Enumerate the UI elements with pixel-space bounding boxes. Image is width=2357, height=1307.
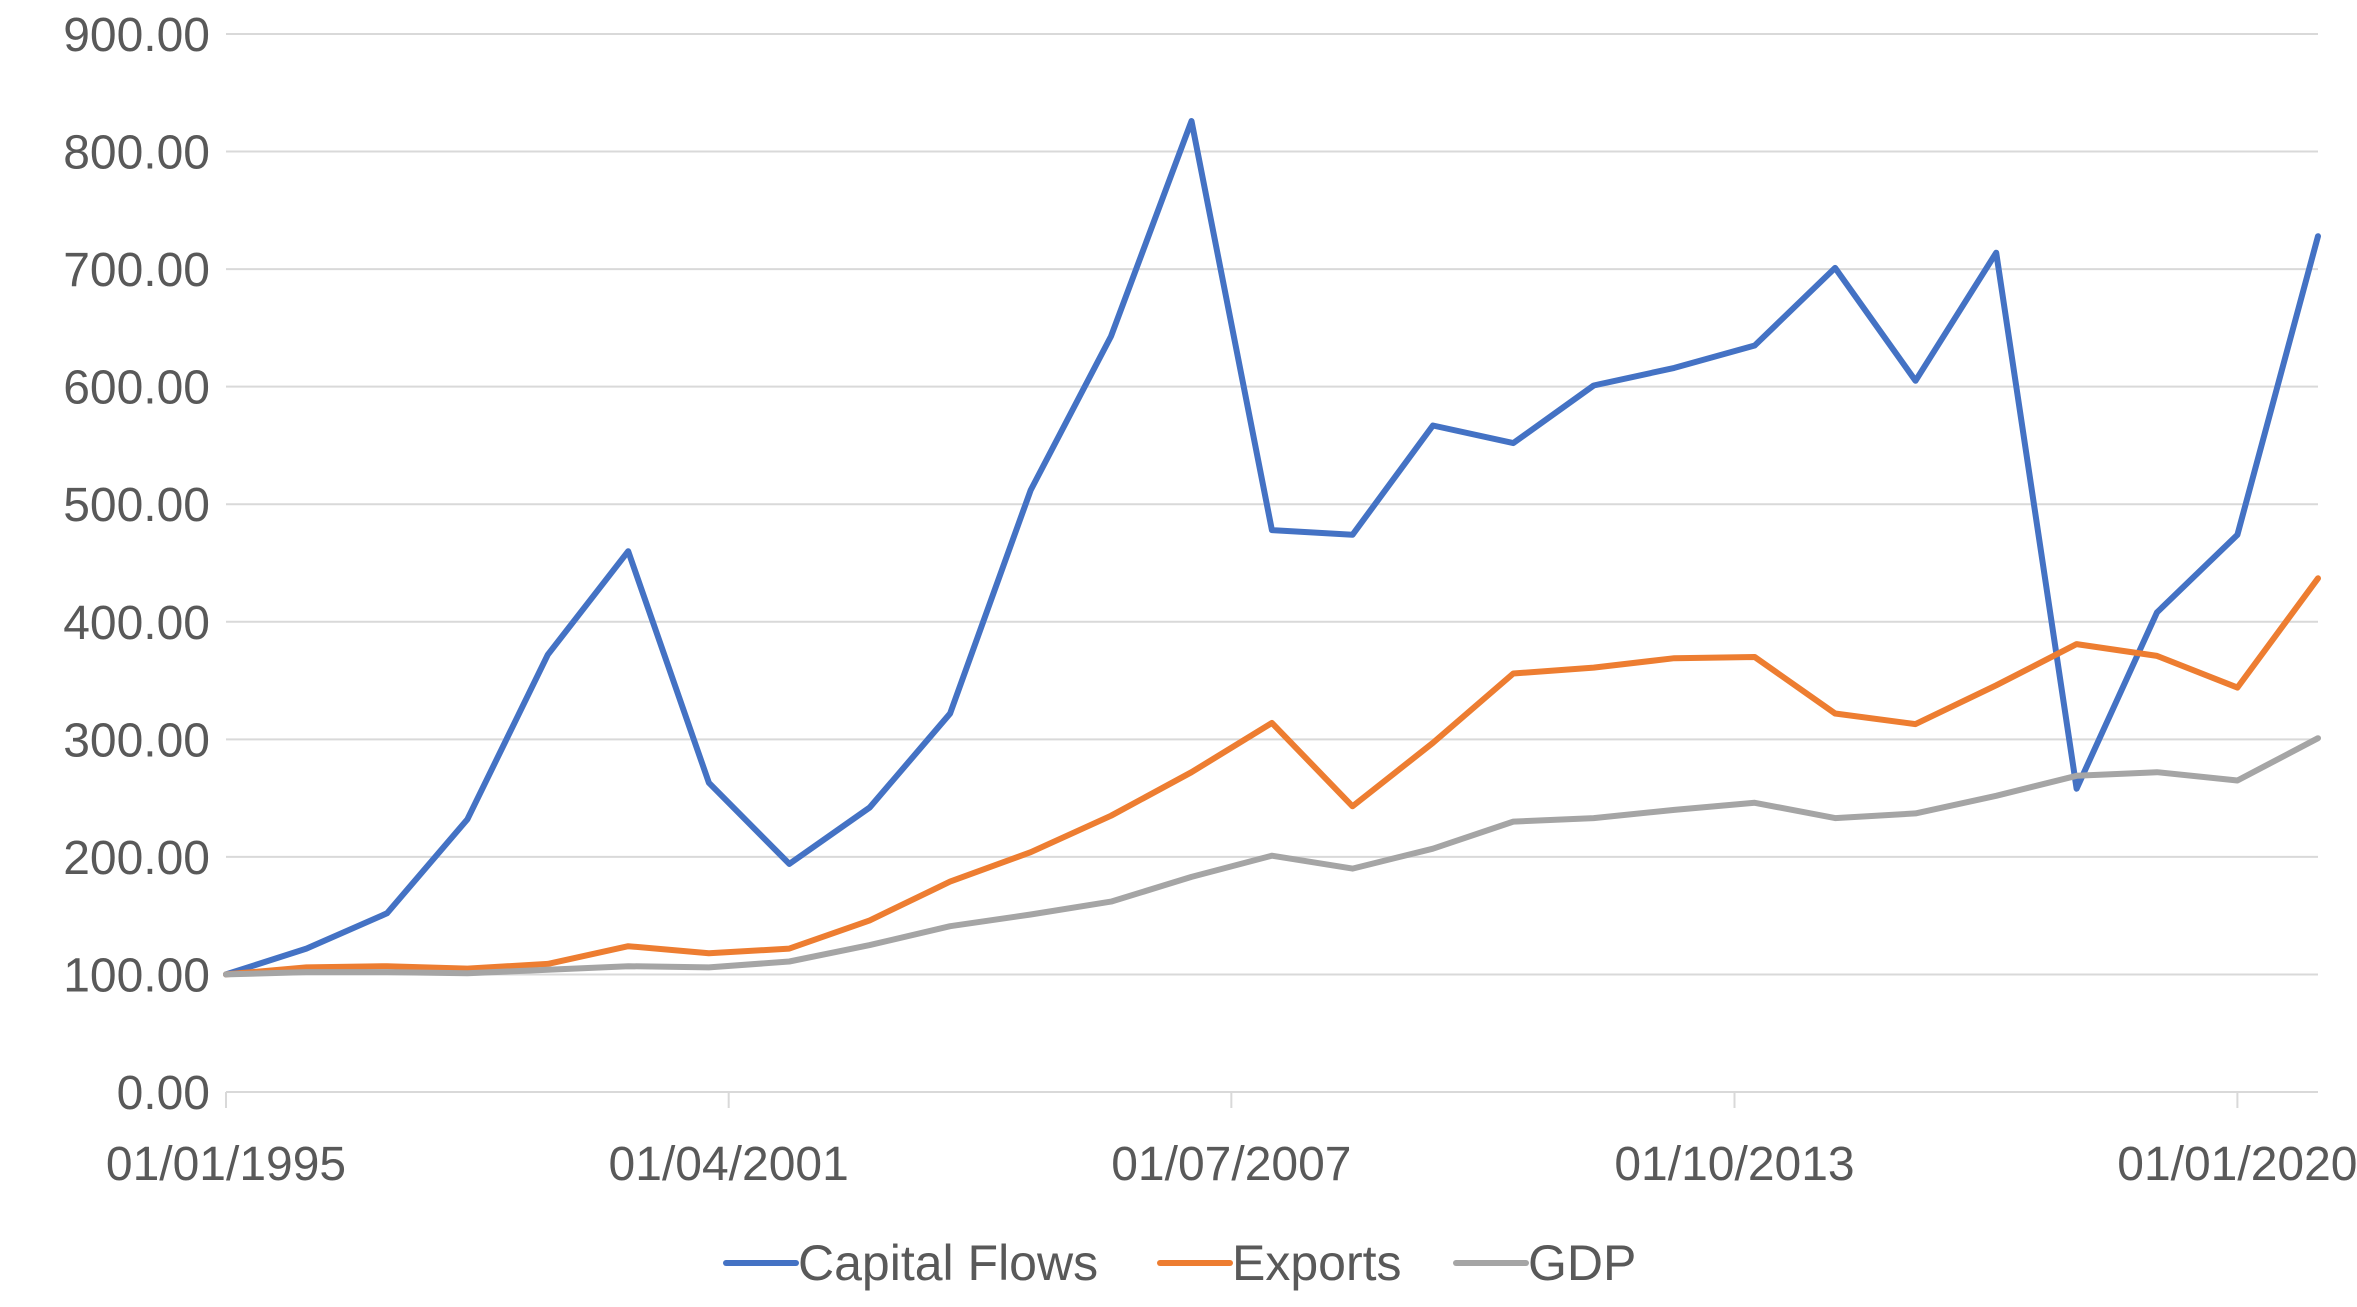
- y-tick-label: 100.00: [63, 949, 210, 1002]
- series-lines: [223, 118, 2321, 978]
- x-tick-label: 01/07/2007: [1111, 1138, 1351, 1191]
- y-tick-label: 500.00: [63, 479, 210, 532]
- y-tick-label: 600.00: [63, 362, 210, 415]
- gridlines: [226, 33, 2318, 976]
- x-tick-label: 01/01/2020: [2117, 1138, 2357, 1191]
- y-tick-label: 700.00: [63, 244, 210, 297]
- legend-label-gdp: GDP: [1528, 1235, 1636, 1291]
- legend-label-exports: Exports: [1232, 1235, 1402, 1291]
- series-line-gdp: [223, 735, 2321, 978]
- legend-label-capital-flows: Capital Flows: [798, 1235, 1098, 1291]
- y-tick-label: 200.00: [63, 832, 210, 885]
- y-tick-label: 800.00: [63, 127, 210, 180]
- x-tick-label: 01/01/1995: [106, 1138, 346, 1191]
- y-tick-label: 400.00: [63, 597, 210, 650]
- y-tick-label: 300.00: [63, 714, 210, 767]
- series-line-exports: [223, 575, 2321, 978]
- x-tick-label: 01/10/2013: [1614, 1138, 1854, 1191]
- y-tick-label: 0.00: [117, 1067, 210, 1120]
- series-line-capital-flows: [223, 118, 2321, 978]
- x-axis-tick-labels: 01/01/1995 01/04/2001 01/07/2007 01/10/2013…: [106, 1138, 2357, 1191]
- x-tick-label: 01/04/2001: [609, 1138, 849, 1191]
- x-axis: [225, 1091, 2318, 1108]
- y-tick-label: 900.00: [63, 9, 210, 62]
- legend: Capital Flows Exports GDP: [723, 1235, 1636, 1291]
- y-axis-tick-labels: 0.00 100.00 200.00 300.00 400.00 500.00 600.00…: [63, 9, 210, 1120]
